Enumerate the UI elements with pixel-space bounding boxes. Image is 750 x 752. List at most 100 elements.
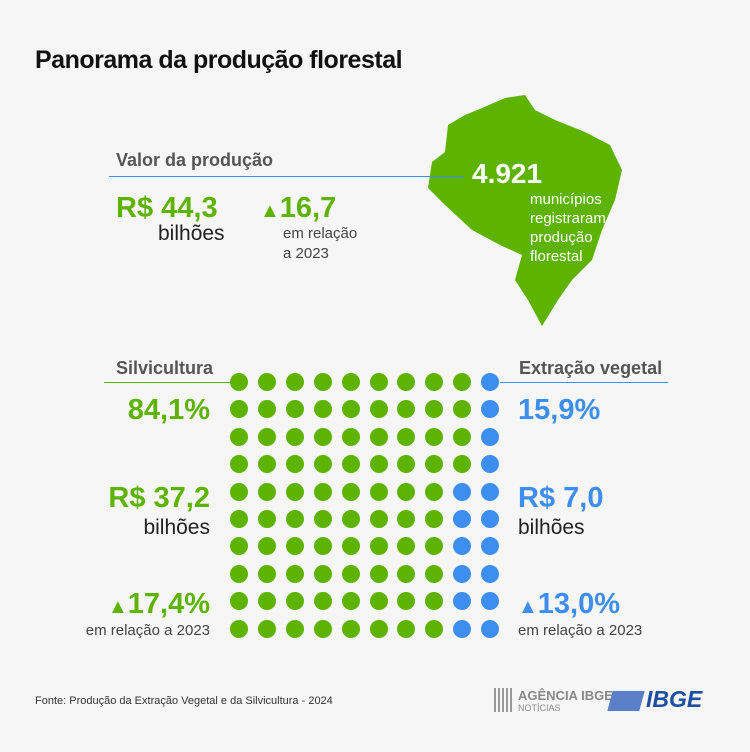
waffle-dot-silvicultura — [257, 510, 276, 528]
waffle-dot-silvicultura — [397, 373, 416, 391]
waffle-dot-silvicultura — [257, 564, 276, 583]
waffle-dot-silvicultura — [230, 510, 248, 528]
waffle-dot-extracao — [481, 619, 500, 638]
waffle-dot-extracao — [453, 537, 472, 556]
waffle-dot-silvicultura — [230, 592, 248, 611]
waffle-dot-silvicultura — [341, 482, 360, 501]
waffle-dot-silvicultura — [230, 373, 248, 391]
waffle-dot-silvicultura — [230, 537, 248, 556]
waffle-dot-silvicultura — [230, 455, 248, 474]
brazil-map — [428, 95, 622, 326]
waffle-dot-silvicultura — [285, 619, 304, 638]
waffle-dot-silvicultura — [397, 537, 416, 556]
extracao-unit: bilhões — [518, 516, 585, 539]
waffle-dot-silvicultura — [341, 619, 360, 638]
waffle-dot-extracao — [481, 537, 500, 556]
waffle-dot-silvicultura — [285, 373, 304, 391]
waffle-dot-silvicultura — [313, 482, 332, 501]
waffle-dot-silvicultura — [285, 510, 304, 528]
waffle-dot-silvicultura — [341, 427, 360, 446]
waffle-dot-silvicultura — [397, 455, 416, 474]
waffle-dot-silvicultura — [397, 592, 416, 611]
silvicultura-unit: bilhões — [143, 516, 210, 539]
waffle-dot-silvicultura — [313, 373, 332, 391]
ibge-logo: IBGE — [646, 686, 703, 712]
municipios-count: 4.921 — [472, 158, 543, 189]
extracao-label: Extração vegetal — [519, 358, 663, 378]
note-line: a 2023 — [283, 245, 329, 262]
waffle-dot-extracao — [481, 427, 500, 446]
waffle-dot-silvicultura — [341, 455, 360, 474]
waffle-dot-silvicultura — [397, 482, 416, 501]
note-line: em relação — [283, 225, 358, 242]
waffle-dot-silvicultura — [425, 537, 444, 556]
extracao-change: ▲13,0% — [518, 588, 620, 621]
waffle-dot-extracao — [481, 373, 500, 391]
waffle-dot-silvicultura — [369, 592, 388, 611]
waffle-dot-silvicultura — [230, 619, 248, 638]
valor-divider — [109, 176, 464, 177]
up-triangle-icon: ▲ — [518, 596, 538, 618]
waffle-dot-silvicultura — [341, 373, 360, 391]
waffle-dot-silvicultura — [425, 427, 444, 446]
waffle-dot-silvicultura — [257, 592, 276, 611]
waffle-dot-silvicultura — [369, 619, 388, 638]
waffle-dot-silvicultura — [285, 482, 304, 501]
waffle-dot-silvicultura — [285, 455, 304, 474]
waffle-dot-silvicultura — [397, 619, 416, 638]
waffle-dot-extracao — [453, 510, 472, 528]
noticias-text: NOTÍCIAS — [518, 703, 561, 713]
waffle-dot-silvicultura — [425, 592, 444, 611]
waffle-dot-silvicultura — [257, 482, 276, 501]
waffle-dot-silvicultura — [257, 400, 276, 419]
waffle-dot-silvicultura — [453, 400, 472, 419]
waffle-dot-silvicultura — [341, 592, 360, 611]
silvicultura-change-value: 17,4% — [127, 588, 210, 620]
valor-value: R$ 44,3 — [116, 192, 218, 224]
waffle-chart — [230, 373, 500, 643]
extracao-value: R$ 7,0 — [518, 482, 604, 514]
waffle-dot-silvicultura — [285, 592, 304, 611]
waffle-dot-silvicultura — [257, 373, 276, 391]
waffle-dot-silvicultura — [341, 564, 360, 583]
waffle-dot-silvicultura — [425, 373, 444, 391]
valor-change-value: 16,7 — [279, 192, 337, 224]
municipios-text: municípios registraram produção floresta… — [530, 190, 606, 266]
waffle-dot-silvicultura — [257, 619, 276, 638]
waffle-dot-silvicultura — [313, 400, 332, 419]
waffle-dot-silvicultura — [230, 400, 248, 419]
waffle-dot-silvicultura — [257, 427, 276, 446]
waffle-dot-silvicultura — [285, 564, 304, 583]
extracao-note: em relação a 2023 — [518, 622, 643, 639]
up-triangle-icon: ▲ — [260, 200, 280, 222]
waffle-dot-extracao — [453, 564, 472, 583]
agencia-logo-icon — [494, 688, 514, 712]
waffle-dot-silvicultura — [369, 564, 388, 583]
waffle-dot-silvicultura — [397, 564, 416, 583]
waffle-dot-silvicultura — [341, 400, 360, 419]
map-line: florestal — [530, 248, 583, 265]
silvicultura-note: em relação a 2023 — [85, 622, 210, 639]
waffle-dot-silvicultura — [425, 482, 444, 501]
source-text: Fonte: Produção da Extração Vegetal e da… — [35, 695, 333, 707]
map-line: registraram — [530, 210, 606, 227]
waffle-dot-silvicultura — [313, 619, 332, 638]
waffle-dot-silvicultura — [369, 373, 388, 391]
waffle-dot-silvicultura — [285, 537, 304, 556]
waffle-dot-silvicultura — [369, 510, 388, 528]
valor-change: ▲16,7 — [260, 192, 336, 225]
waffle-dot-silvicultura — [230, 564, 248, 583]
waffle-dot-silvicultura — [313, 510, 332, 528]
waffle-dot-silvicultura — [425, 619, 444, 638]
waffle-dot-silvicultura — [425, 400, 444, 419]
waffle-dot-silvicultura — [425, 455, 444, 474]
silvicultura-divider — [104, 382, 234, 383]
page-title: Panorama da produção florestal — [35, 46, 403, 74]
extracao-change-value: 13,0% — [537, 588, 621, 620]
waffle-dot-silvicultura — [425, 510, 444, 528]
waffle-dot-silvicultura — [341, 510, 360, 528]
waffle-dot-silvicultura — [313, 592, 332, 611]
waffle-dot-silvicultura — [453, 373, 472, 391]
silvicultura-label: Silvicultura — [116, 358, 214, 378]
